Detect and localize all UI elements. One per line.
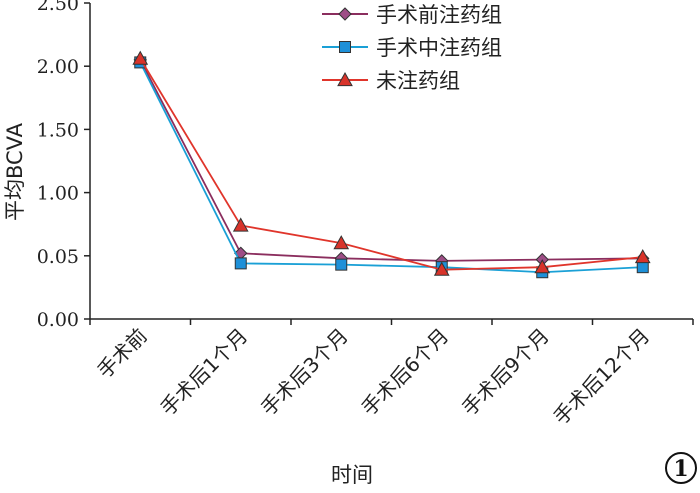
- data-point: [433, 261, 450, 276]
- series-3: [132, 50, 651, 276]
- legend-swatch-marker: [339, 41, 351, 53]
- y-tick-label: 2.50: [37, 0, 79, 15]
- x-category-label: 手术后1个月: [156, 324, 253, 421]
- series-line: [139, 62, 643, 274]
- legend-label: 未注药组: [376, 69, 460, 93]
- legend-entry: 手术中注药组: [322, 36, 502, 60]
- legend-entry: 手术前注药组: [322, 3, 502, 27]
- data-point: [232, 217, 249, 232]
- y-tick-label: 0.05: [37, 246, 79, 268]
- data-point: [335, 258, 348, 271]
- series-line: [139, 58, 643, 271]
- x-category-label: 手术前: [92, 324, 151, 383]
- x-axis-title: 时间: [331, 463, 373, 487]
- data-point: [534, 259, 551, 274]
- legend-label: 手术中注药组: [376, 36, 502, 60]
- legend-label: 手术前注药组: [376, 3, 502, 27]
- data-point: [132, 50, 149, 65]
- y-axis-ticks: 0.00 0.05 1.00 1.50 2.00 2.50: [37, 0, 90, 331]
- panel-label-text: 1: [673, 456, 688, 482]
- x-category-label: 手术后6个月: [357, 324, 454, 421]
- data-point: [333, 235, 350, 250]
- data-point: [234, 257, 247, 270]
- y-tick-label: 1.00: [37, 183, 79, 205]
- y-tick-label: 2.00: [37, 56, 79, 78]
- y-tick-label: 1.50: [37, 119, 79, 141]
- x-category-label: 手术后12个月: [549, 324, 655, 430]
- data-point: [636, 261, 649, 274]
- y-tick-label: 0.00: [37, 309, 79, 331]
- legend-entry: 未注药组: [322, 69, 460, 93]
- x-category-label: 手术后9个月: [457, 324, 554, 421]
- series-layer: [132, 50, 651, 279]
- x-category-label: 手术后3个月: [256, 324, 353, 421]
- series-line: [139, 59, 643, 262]
- panel-label-circle: [665, 452, 697, 484]
- legend-swatch-marker: [337, 71, 353, 87]
- legend-swatch-marker: [338, 7, 352, 21]
- panel-label: 1: [665, 452, 697, 484]
- y-axis-title: 平均BCVA: [3, 122, 27, 221]
- data-point: [634, 249, 651, 264]
